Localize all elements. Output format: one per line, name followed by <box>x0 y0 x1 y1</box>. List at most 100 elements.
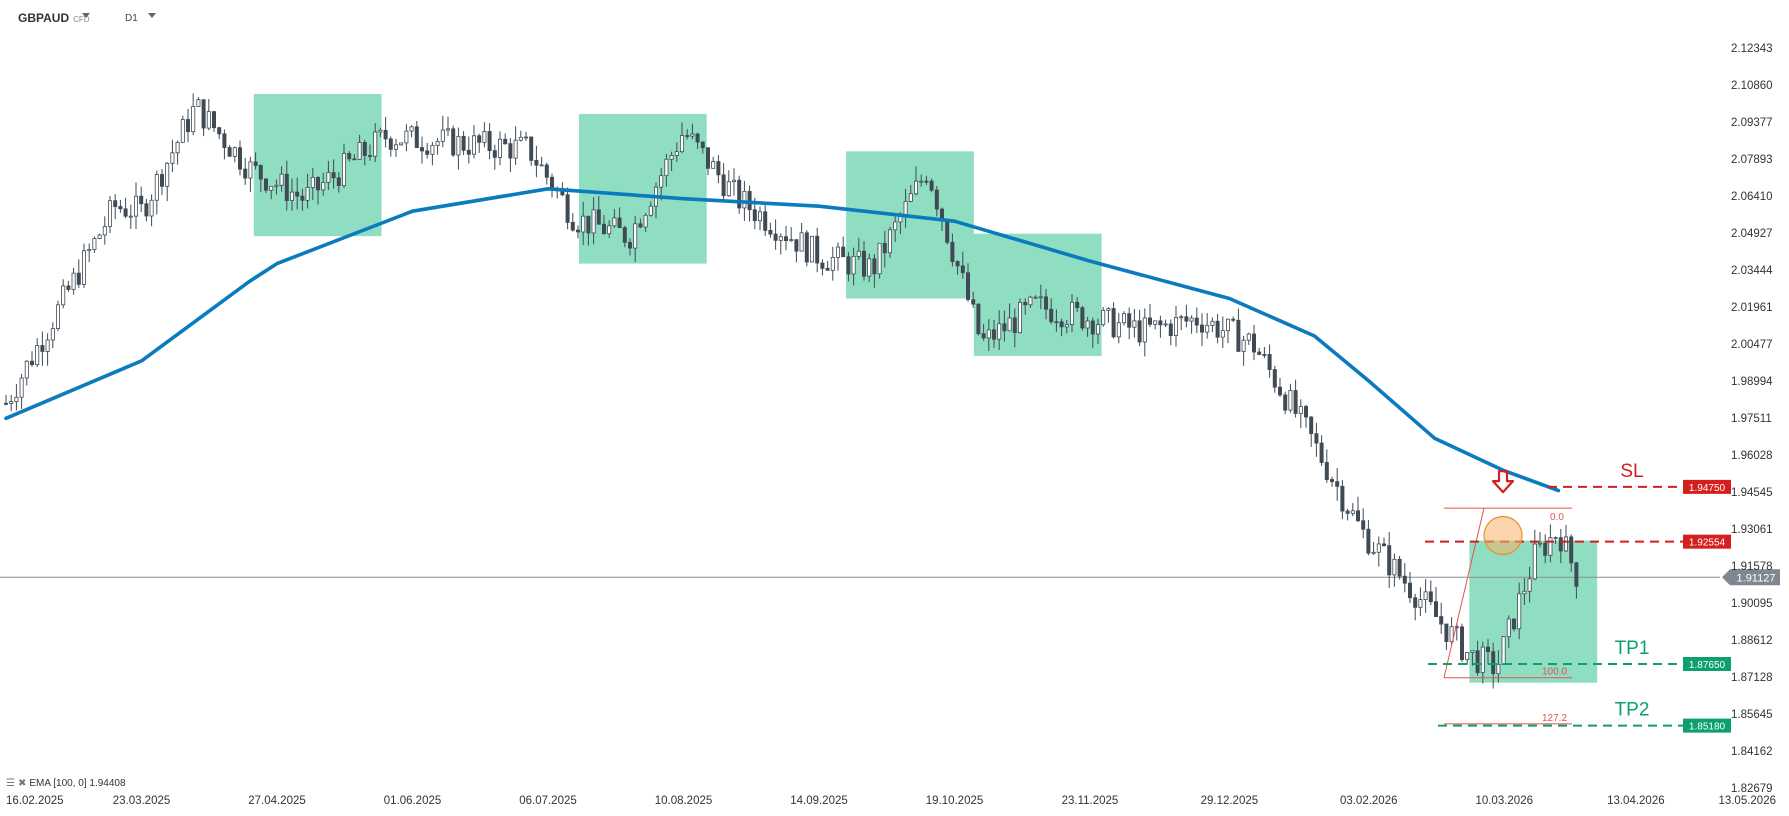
candle-body <box>1158 320 1163 326</box>
candle-body <box>1002 323 1007 332</box>
candle-body <box>518 136 523 141</box>
candle-body <box>888 229 893 254</box>
candle-body <box>1324 462 1329 480</box>
take-profit-1-price-label: 1.87650 <box>1689 660 1726 671</box>
x-tick-label: 29.12.2025 <box>1201 795 1259 807</box>
candle-body <box>1174 316 1179 337</box>
candle-body <box>716 161 721 176</box>
candle-body <box>170 152 175 164</box>
candle-body <box>1371 551 1376 554</box>
candle-body <box>862 250 867 277</box>
symbol-dropdown-icon[interactable] <box>82 13 90 18</box>
candle-body <box>1028 296 1033 306</box>
candle-body <box>659 175 664 188</box>
candle-body <box>1059 321 1064 328</box>
candle-body <box>1241 339 1246 352</box>
fib-label-0: 0.0 <box>1550 512 1564 523</box>
candle-body <box>1486 646 1491 653</box>
candle-body <box>524 136 529 139</box>
candle-body <box>1298 406 1303 414</box>
candle-body <box>71 272 76 290</box>
candle-body <box>576 229 581 233</box>
candle-body <box>544 164 549 178</box>
candle-body <box>50 328 55 341</box>
y-tick-label: 1.84162 <box>1731 746 1773 758</box>
candle-body <box>471 135 476 155</box>
entry-price-tag <box>1683 534 1731 549</box>
close-icon[interactable]: ✖ <box>17 778 27 789</box>
y-tick-label: 1.87128 <box>1731 672 1773 684</box>
timeframe-dropdown-icon[interactable] <box>148 13 156 18</box>
settings-icon[interactable]: ☰ <box>6 778 15 789</box>
symbol-label: GBPAUD <box>18 11 70 25</box>
candle-body <box>326 172 331 183</box>
candle-body <box>1064 324 1069 328</box>
candle-body <box>1569 536 1574 564</box>
candle-body <box>357 142 362 160</box>
candle-body <box>123 208 128 217</box>
x-tick-label: 14.09.2025 <box>790 795 848 807</box>
timeframe-label[interactable]: D1 <box>125 13 138 24</box>
x-tick-label: 01.06.2025 <box>384 795 442 807</box>
candle-body <box>1205 325 1210 333</box>
x-tick-label: 10.03.2026 <box>1475 795 1533 807</box>
candle-body <box>825 267 830 271</box>
candle-body <box>492 150 497 158</box>
candle-body <box>680 135 685 153</box>
candle-body <box>1304 406 1309 418</box>
current-price-tag <box>1722 569 1780 586</box>
candle-body <box>1376 543 1381 553</box>
candle-body <box>664 158 669 177</box>
candle-body <box>61 285 66 306</box>
y-tick-label: 2.03444 <box>1731 265 1773 277</box>
highlight-zone-1 <box>253 93 382 237</box>
candle-body <box>435 141 440 146</box>
candle-body <box>305 187 310 201</box>
ema-line <box>4 187 1561 493</box>
candle-body <box>211 111 216 129</box>
candle-body <box>1460 626 1465 660</box>
candle-body <box>295 191 300 197</box>
candle-body <box>732 179 737 183</box>
highlight-zone-2 <box>578 113 707 264</box>
candle-body <box>456 136 461 156</box>
candle-body <box>1179 316 1184 319</box>
candle-body <box>347 153 352 160</box>
candle-body <box>898 216 903 223</box>
candle-body <box>1314 433 1319 444</box>
candle-body <box>1309 416 1314 435</box>
y-tick-label: 1.96028 <box>1731 450 1773 462</box>
candle-body <box>1096 324 1101 335</box>
candle-body <box>201 99 206 129</box>
candle-body <box>1434 601 1439 617</box>
candle-body <box>565 194 570 223</box>
candle-body <box>867 258 872 277</box>
candle-body <box>1194 317 1199 326</box>
candle-body <box>674 151 679 156</box>
candle-body <box>222 133 227 148</box>
candle-body <box>919 180 924 183</box>
candle-body <box>1272 369 1277 388</box>
candle-body <box>227 147 232 157</box>
candle-body <box>206 111 211 129</box>
candle-body <box>1054 321 1059 324</box>
candle-body <box>108 200 113 227</box>
candle-body <box>945 220 950 243</box>
candle-body <box>1184 316 1189 322</box>
candle-body <box>508 143 513 159</box>
candle-body <box>695 133 700 143</box>
symbol-title[interactable]: GBPAUD CFD <box>18 11 90 25</box>
candle-body <box>331 172 336 179</box>
candle-body <box>997 323 1002 340</box>
candle-body <box>1163 323 1168 326</box>
candle-body <box>1137 320 1142 343</box>
candle-body <box>445 128 450 131</box>
candle-body <box>529 136 534 161</box>
candle-body <box>737 179 742 209</box>
candle-body <box>466 149 471 155</box>
candle-body <box>799 232 804 252</box>
candle-body <box>24 360 29 379</box>
y-tick-label: 1.98994 <box>1731 376 1773 388</box>
candle-body <box>721 174 726 197</box>
